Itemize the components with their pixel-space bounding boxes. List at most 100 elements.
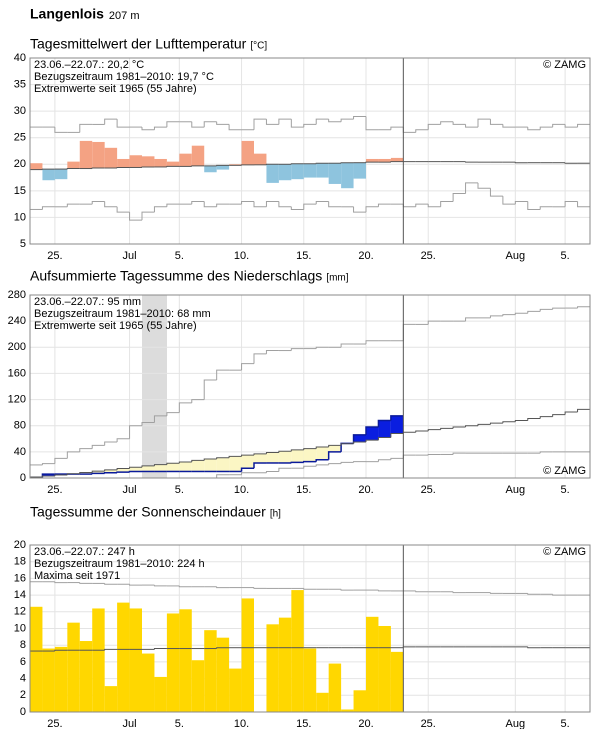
anomaly-bar [79, 140, 93, 169]
y-tick-label: 10 [14, 622, 26, 634]
anomaly-bar [353, 162, 366, 179]
legend-reference: Bezugszeitraum 1981–2010: 19,7 °C [34, 71, 214, 83]
chart-unit: [mm] [326, 273, 348, 284]
reference-line [340, 443, 354, 446]
reference-line [54, 649, 68, 652]
extreme-min-line [315, 464, 329, 467]
reference-line [153, 464, 167, 466]
current-line [340, 442, 354, 452]
extreme-min-line [278, 467, 292, 472]
legend-current: 23.06.–22.07.: 95 mm [34, 296, 141, 308]
extreme-max-line [514, 312, 528, 315]
x-tick-label: 10. [234, 484, 249, 496]
extreme-max-line [427, 123, 441, 130]
extreme-max-line [153, 126, 167, 130]
bar [390, 651, 404, 712]
y-tick-label: 40 [14, 52, 26, 64]
extreme-max-line [141, 127, 155, 131]
anomaly-bar [266, 164, 279, 183]
bar [366, 616, 379, 712]
extreme-max-line [265, 119, 279, 125]
extreme-min-line [191, 200, 205, 205]
anomaly-bar [30, 163, 43, 170]
anomaly-bar [191, 145, 205, 166]
reference-line [216, 164, 230, 166]
difference-area [266, 452, 279, 463]
reference-line [203, 458, 217, 461]
anomaly-bar [67, 161, 80, 169]
bar [104, 686, 118, 712]
plot-frame [29, 544, 591, 713]
bar [291, 590, 304, 712]
anomaly-bar [254, 153, 267, 165]
bar [378, 625, 391, 712]
reference-line [104, 648, 118, 651]
difference-area [366, 427, 379, 441]
extreme-max-line [577, 306, 590, 309]
bar [303, 648, 317, 712]
x-tick-label: 5. [561, 250, 570, 262]
reference-line [228, 455, 242, 458]
extreme-max-line [104, 118, 118, 125]
difference-area [79, 472, 93, 475]
extreme-min-line [66, 203, 80, 207]
extreme-max-line [365, 116, 379, 131]
extreme-max-line [79, 582, 93, 584]
extreme-max-line [278, 118, 292, 125]
reference-line [191, 165, 205, 167]
difference-area [378, 420, 391, 438]
anomaly-bar [366, 158, 379, 163]
anomaly-bar [341, 162, 354, 189]
station-name: Langenlois [30, 6, 104, 22]
current-line [390, 415, 404, 421]
y-tick-label: 10 [14, 211, 26, 223]
extreme-min-line [465, 182, 478, 194]
anomaly-bar [378, 158, 391, 163]
reference-line [502, 421, 516, 424]
chart-unit: [h] [270, 509, 281, 520]
reference-line [79, 471, 93, 474]
extreme-min-line [340, 461, 354, 464]
x-tick-label: 20. [358, 718, 373, 729]
extreme-max-line [552, 307, 566, 310]
extreme-max-line [153, 415, 167, 423]
reference-line [241, 164, 254, 166]
extreme-max-line [54, 457, 68, 464]
x-tick-label: 25. [47, 484, 62, 496]
chart-title: Aufsummierte Tagessumme des Niederschlag… [30, 268, 322, 284]
extreme-min-line [253, 201, 267, 208]
extreme-max-line [465, 317, 478, 322]
reference-line [41, 475, 55, 478]
extreme-max-line [290, 119, 304, 128]
current-line [315, 458, 329, 462]
difference-area [129, 467, 142, 472]
reference-line [452, 426, 466, 429]
extreme-max-line [66, 451, 80, 459]
reference-line [54, 474, 68, 477]
reference-line [527, 418, 541, 421]
reference-line [539, 416, 553, 419]
x-tick-label: Jul [123, 718, 137, 729]
reference-line [191, 459, 205, 462]
extreme-min-line [303, 203, 317, 210]
source: © ZAMG [543, 465, 586, 477]
y-tick-label: 8 [20, 639, 26, 651]
extreme-max-line [465, 124, 478, 128]
reference-line [278, 450, 292, 453]
extreme-max-line [253, 587, 267, 589]
x-tick-label: 5. [561, 718, 570, 729]
reference-line [41, 168, 55, 170]
reference-line [564, 411, 578, 415]
extreme-min-line [415, 203, 429, 207]
extreme-max-line [489, 315, 503, 318]
current-line [352, 434, 366, 444]
x-tick-label: 10. [234, 250, 249, 262]
extreme-max-line [315, 346, 329, 349]
anomaly-bar [303, 163, 317, 178]
difference-area [42, 474, 55, 477]
extreme-min-line [489, 188, 503, 197]
extreme-max-line [178, 402, 192, 413]
extreme-max-line [166, 412, 180, 416]
extreme-min-line [265, 200, 279, 207]
